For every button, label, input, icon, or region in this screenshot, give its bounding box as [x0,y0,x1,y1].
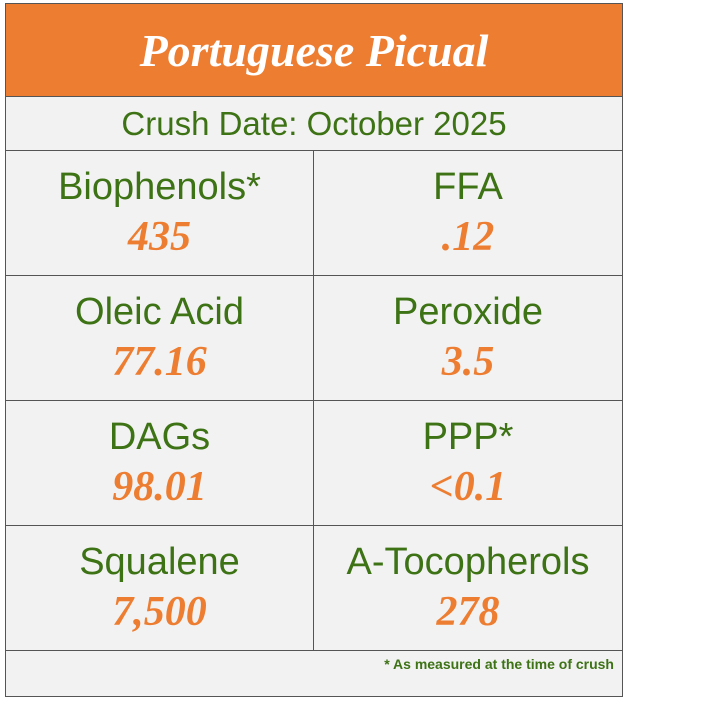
stats-table: Biophenols* 435 FFA .12 Oleic Acid 77.16 Perox… [6,151,622,651]
stat-value: <0.1 [429,464,507,510]
table-row: Oleic Acid 77.16 Peroxide 3.5 [6,276,622,401]
stat-value: 77.16 [112,339,207,385]
stat-label: Peroxide [393,291,543,333]
stat-cell: Squalene 7,500 [6,526,314,650]
table-row: Squalene 7,500 A-Tocopherols 278 [6,526,622,651]
stat-value: 3.5 [441,339,495,385]
stat-cell: DAGs 98.01 [6,401,314,525]
stat-label: FFA [433,166,503,208]
stat-cell: PPP* <0.1 [314,401,622,525]
stat-label: Squalene [79,541,240,583]
stat-value: 98.01 [112,464,207,510]
oil-card: Portuguese Picual Crush Date: October 20… [5,3,623,697]
subtitle: Crush Date: October 2025 [6,97,622,151]
stat-cell: Oleic Acid 77.16 [6,276,314,400]
stat-cell: Biophenols* 435 [6,151,314,275]
stat-label: PPP* [422,416,514,458]
title: Portuguese Picual [6,4,622,97]
footnote: * As measured at the time of crush [384,656,614,672]
stat-label: DAGs [108,416,211,458]
stat-value: 435 [128,214,191,260]
stat-value: .12 [441,214,495,260]
stat-label: Biophenols* [58,166,261,208]
stat-value: 7,500 [112,589,207,635]
table-row: Biophenols* 435 FFA .12 [6,151,622,276]
stat-label: Oleic Acid [75,291,244,333]
stat-cell: A-Tocopherols 278 [314,526,622,650]
stat-cell: FFA .12 [314,151,622,275]
table-row: DAGs 98.01 PPP* <0.1 [6,401,622,526]
stat-cell: Peroxide 3.5 [314,276,622,400]
stat-value: 278 [436,589,500,635]
stat-label: A-Tocopherols [346,541,590,583]
